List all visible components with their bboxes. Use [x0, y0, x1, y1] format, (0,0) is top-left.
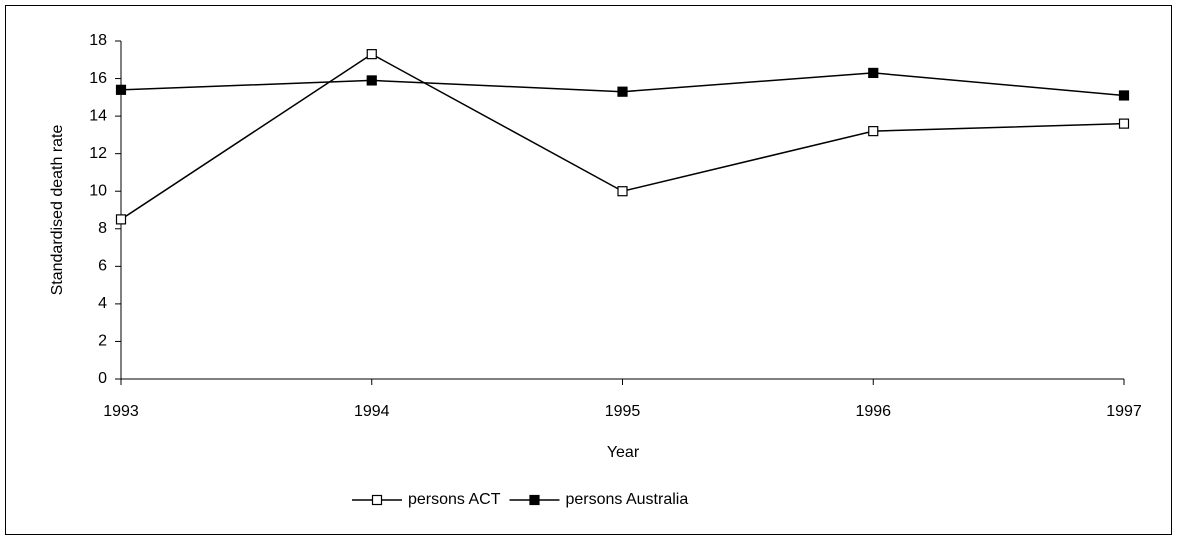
x-axis-label: Year: [607, 444, 640, 461]
chart-border: [5, 5, 1172, 535]
y-tick-label: 12: [89, 145, 107, 162]
data-point: [1118, 90, 1130, 101]
y-tick-label: 2: [98, 333, 107, 350]
legend-marker: [371, 494, 383, 506]
data-point: [115, 84, 127, 95]
data-point: [868, 126, 879, 137]
y-tick-label: 10: [89, 182, 107, 199]
y-tick-label: 6: [98, 258, 107, 275]
y-tick-label: 16: [89, 70, 107, 87]
x-tick-label: 1996: [855, 403, 891, 420]
data-point: [617, 186, 628, 197]
data-point: [115, 214, 127, 225]
x-tick-label: 1995: [605, 403, 641, 420]
data-point: [617, 86, 628, 97]
legend-label: persons ACT: [408, 491, 501, 508]
y-tick-label: 4: [98, 295, 107, 312]
x-tick-label: 1997: [1106, 403, 1142, 420]
legend-marker: [529, 494, 540, 506]
y-tick-label: 18: [89, 32, 107, 49]
legend-label: persons Australia: [565, 491, 688, 508]
data-point: [868, 67, 879, 79]
data-point: [1118, 118, 1130, 129]
data-point: [366, 75, 377, 86]
y-axis-label: Standardised death rate: [49, 125, 66, 296]
x-tick-label: 1994: [354, 403, 390, 420]
data-point: [366, 49, 377, 60]
y-tick-label: 0: [98, 370, 107, 387]
x-tick-label: 1993: [103, 403, 139, 420]
y-tick-label: 14: [89, 107, 107, 124]
y-tick-label: 8: [98, 220, 107, 237]
